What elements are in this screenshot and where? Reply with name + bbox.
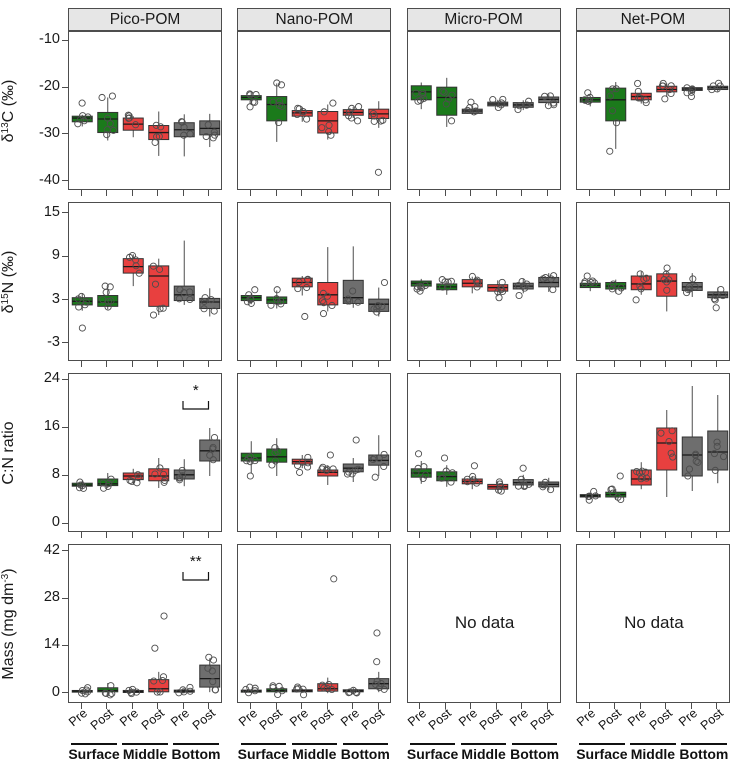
svg-text:**: ** — [190, 553, 202, 570]
svg-text:Mass (mg dm-3): Mass (mg dm-3) — [0, 568, 17, 679]
svg-text:δ13C (‰): δ13C (‰) — [0, 79, 17, 142]
svg-text:*: * — [193, 382, 199, 399]
svg-text:C:N ratio: C:N ratio — [0, 421, 17, 484]
svg-text:δ15N (‰): δ15N (‰) — [0, 250, 17, 313]
